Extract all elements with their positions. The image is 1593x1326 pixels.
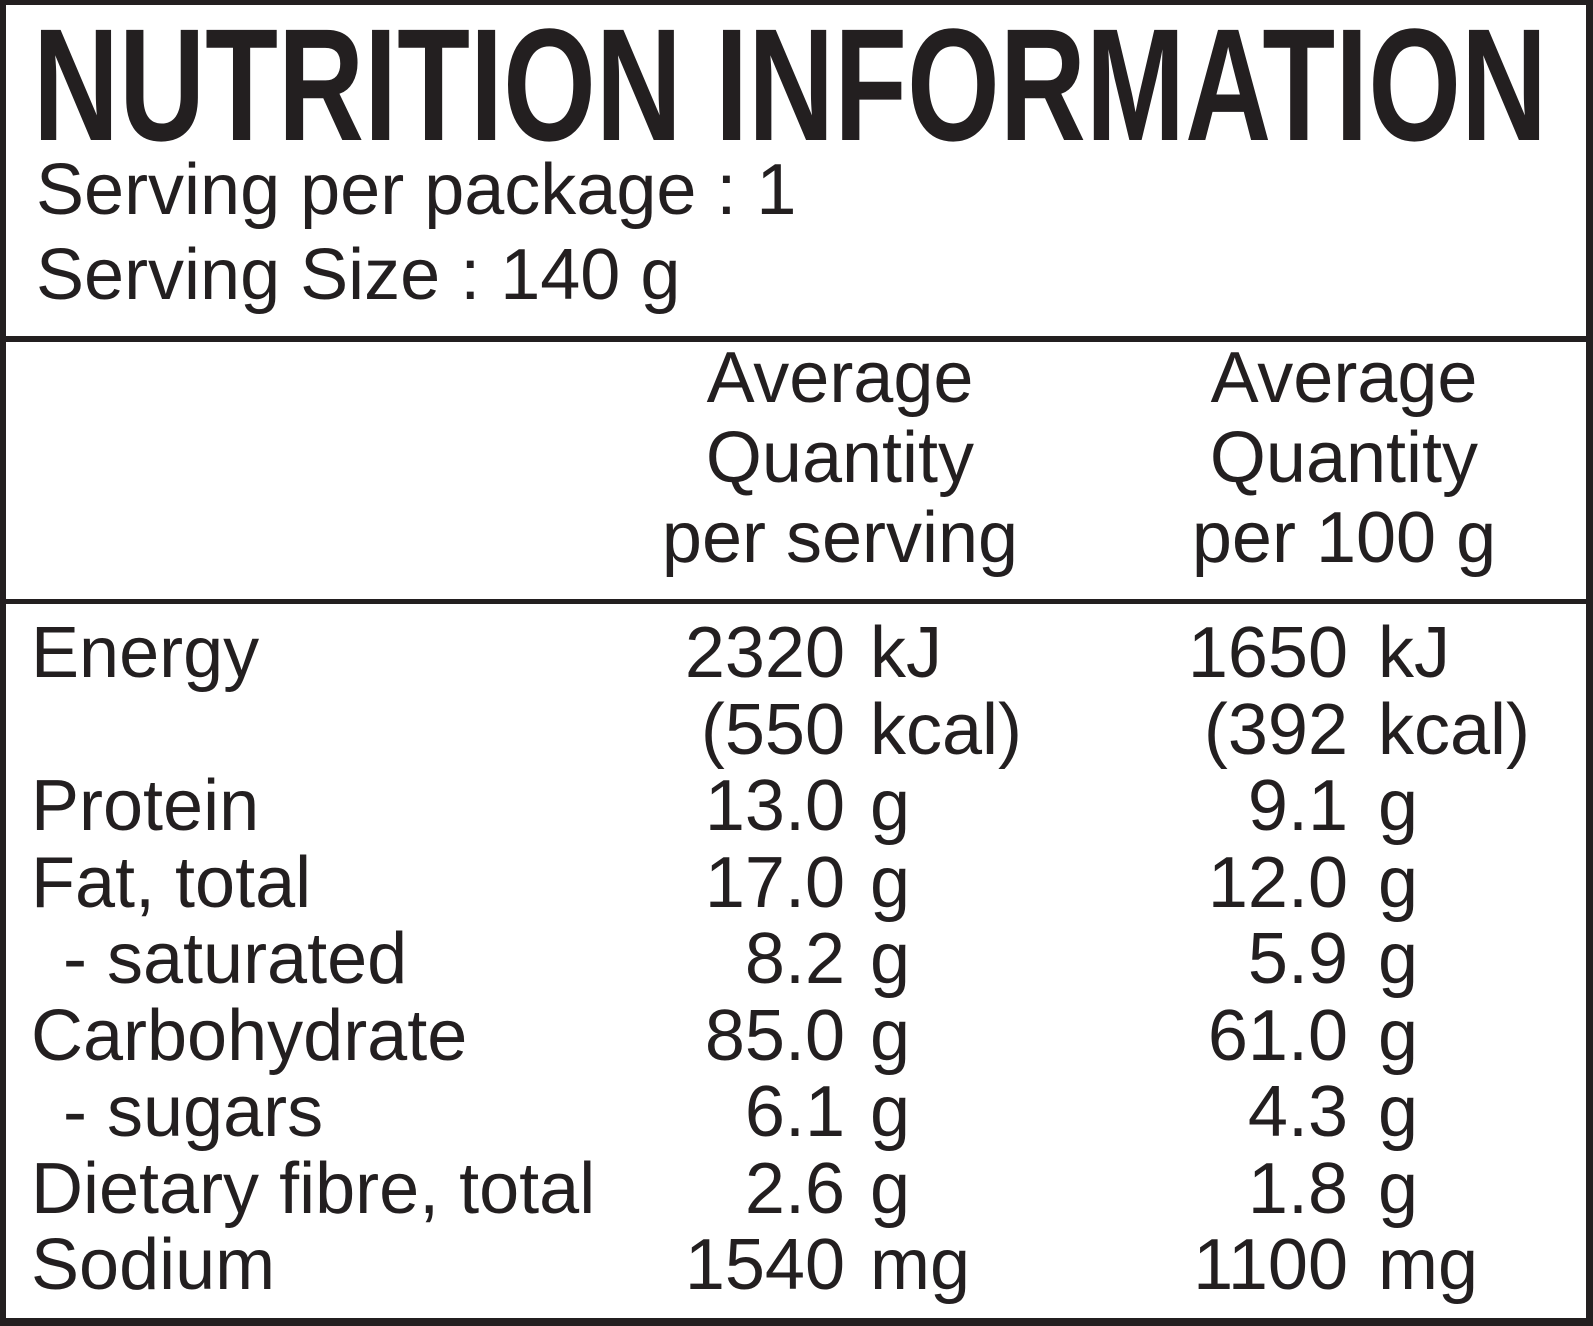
table-row-sugars: - sugars 6.1 g 4.3 g bbox=[6, 1074, 1586, 1151]
column-headers-section: Average Quantity per serving Average Qua… bbox=[6, 336, 1586, 599]
serving-value-unit: g bbox=[870, 1148, 911, 1229]
per100-value-unit: g bbox=[1378, 766, 1419, 846]
nutrient-name: Protein bbox=[31, 766, 260, 846]
serving-value-unit: kcal) bbox=[870, 689, 1023, 770]
table-row-fat-total: Fat, total 17.0 g 12.0 g bbox=[6, 842, 1586, 923]
serving-value-number: 8.2 bbox=[744, 919, 845, 999]
serving-per-package: Serving per package : 1 bbox=[36, 150, 797, 230]
table-row-energy: Energy 2320 kJ 1650 kJ bbox=[6, 615, 1586, 692]
per100-value-number: 9.1 bbox=[1247, 766, 1348, 846]
serving-value-unit: g bbox=[870, 919, 911, 999]
per100-value-unit: g bbox=[1378, 1072, 1419, 1152]
nutrient-name: - saturated bbox=[63, 919, 408, 999]
per100-value-number: 1650 bbox=[1187, 613, 1348, 693]
nutrient-table: Energy 2320 kJ 1650 kJ (550 kcal) (392 k… bbox=[6, 599, 1586, 1304]
nutrient-name: Carbohydrate bbox=[31, 995, 468, 1076]
per100-value-number: 4.3 bbox=[1247, 1072, 1348, 1152]
nutrient-name: Energy bbox=[31, 613, 260, 693]
serving-value-number: 85.0 bbox=[704, 995, 845, 1076]
per100-value-number: 1.8 bbox=[1247, 1148, 1348, 1229]
column-header-line: Average bbox=[1210, 338, 1478, 418]
per100-value-unit: g bbox=[1378, 995, 1419, 1076]
column-header-line: Average bbox=[706, 338, 974, 418]
serving-info: Serving per package : 1 Serving Size : 1… bbox=[36, 148, 1586, 317]
serving-value-number: 2320 bbox=[684, 613, 845, 693]
per100-value-unit: mg bbox=[1378, 1225, 1479, 1305]
serving-value-number: 1540 bbox=[684, 1225, 845, 1305]
table-row-dietary-fibre: Dietary fibre, total 2.6 g 1.8 g bbox=[6, 1148, 1586, 1229]
serving-value-unit: g bbox=[870, 766, 911, 846]
column-header-per-100g: Average Quantity per 100 g bbox=[1124, 338, 1564, 578]
per100-value-number: 61.0 bbox=[1207, 995, 1348, 1076]
per100-value-number: (392 bbox=[1203, 689, 1348, 770]
serving-value-unit: g bbox=[870, 1072, 911, 1152]
serving-value-number: (550 bbox=[700, 689, 845, 770]
table-row-saturated: - saturated 8.2 g 5.9 g bbox=[6, 921, 1586, 998]
serving-value-number: 17.0 bbox=[704, 842, 845, 923]
nutrient-name: Dietary fibre, total bbox=[31, 1148, 596, 1229]
nutrient-name: - sugars bbox=[63, 1072, 324, 1152]
column-header-line: Quantity bbox=[705, 418, 975, 498]
label-title: NUTRITION INFORMATION bbox=[33, 0, 1548, 174]
table-row-sodium: Sodium 1540 mg 1100 mg bbox=[6, 1227, 1586, 1304]
per100-value-unit: g bbox=[1378, 842, 1419, 923]
nutrient-name: Sodium bbox=[31, 1225, 276, 1305]
per100-value-unit: kJ bbox=[1378, 613, 1450, 693]
serving-value-unit: g bbox=[870, 842, 911, 923]
nutrient-name bbox=[6, 692, 505, 769]
per100-value-unit: g bbox=[1378, 1148, 1419, 1229]
serving-value-unit: kJ bbox=[870, 613, 942, 693]
serving-value-number: 13.0 bbox=[704, 766, 845, 846]
label-header-section: NUTRITION INFORMATION Serving per packag… bbox=[6, 0, 1586, 336]
serving-value-number: 6.1 bbox=[744, 1072, 845, 1152]
column-header-line: Quantity bbox=[1209, 418, 1479, 498]
per100-value-number: 1100 bbox=[1193, 1225, 1348, 1305]
serving-size: Serving Size : 140 g bbox=[36, 234, 681, 315]
serving-value-number: 2.6 bbox=[744, 1148, 845, 1229]
per100-value-number: 12.0 bbox=[1207, 842, 1348, 923]
table-row-carbohydrate: Carbohydrate 85.0 g 61.0 g bbox=[6, 995, 1586, 1076]
per100-value-unit: kcal) bbox=[1378, 689, 1531, 770]
table-row-energy-kcal: (550 kcal) (392 kcal) bbox=[6, 689, 1586, 770]
serving-value-unit: mg bbox=[870, 1225, 971, 1305]
column-header-per-serving: Average Quantity per serving bbox=[620, 338, 1060, 578]
serving-value-unit: g bbox=[870, 995, 911, 1076]
column-header-line: per 100 g bbox=[1191, 498, 1497, 578]
table-row-protein: Protein 13.0 g 9.1 g bbox=[6, 768, 1586, 845]
column-header-line: per serving bbox=[661, 498, 1019, 578]
per100-value-unit: g bbox=[1378, 919, 1419, 999]
nutrient-name: Fat, total bbox=[31, 842, 312, 923]
per100-value-number: 5.9 bbox=[1247, 919, 1348, 999]
